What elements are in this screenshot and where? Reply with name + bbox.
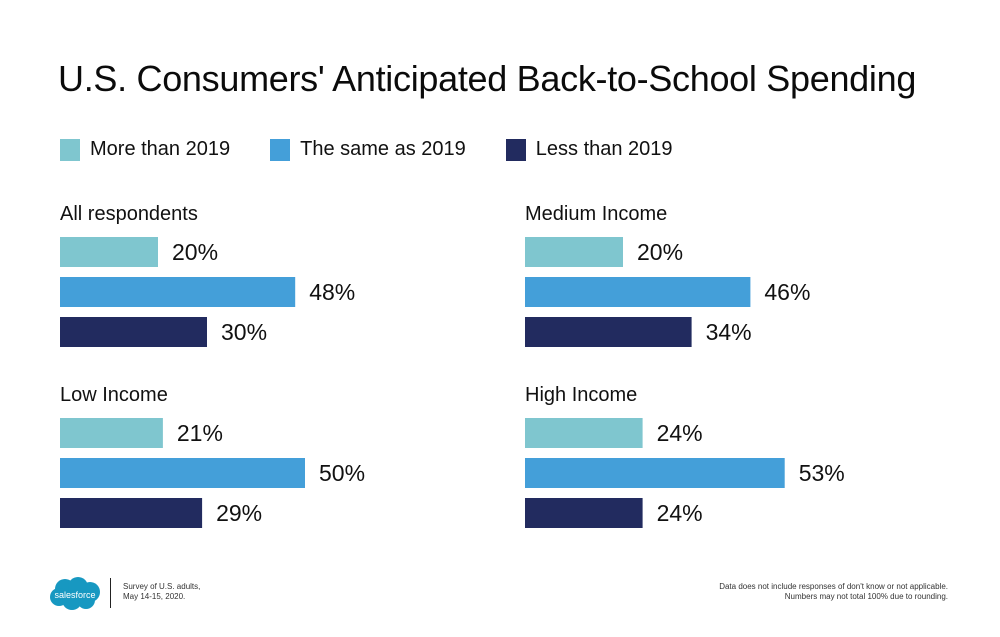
legend-label-less: Less than 2019 <box>535 138 673 160</box>
data-label-high-income-more: 24% <box>657 420 703 446</box>
panel-title-medium-income: Medium Income <box>525 203 668 225</box>
salesforce-cloud-icon: salesforce <box>50 577 100 610</box>
data-label-medium-income-more: 20% <box>637 239 683 265</box>
legend-item-same: The same as 2019 <box>270 138 466 161</box>
bar-low-income-same <box>60 458 305 488</box>
bar-medium-income-less <box>525 317 692 347</box>
footer-disclaimer-line-1: Data does not include responses of don't… <box>719 582 948 591</box>
salesforce-logo-text: salesforce <box>54 590 95 600</box>
legend-label-same: The same as 2019 <box>300 138 466 160</box>
data-label-medium-income-less: 34% <box>706 319 752 345</box>
footer-divider <box>110 578 111 608</box>
panel-title-high-income: High Income <box>525 384 638 406</box>
data-label-high-income-less: 24% <box>657 500 703 526</box>
bar-low-income-more <box>60 418 163 448</box>
legend-swatch-less <box>505 138 526 161</box>
data-label-low-income-more: 21% <box>177 420 223 446</box>
bar-high-income-less <box>525 498 643 528</box>
legend-swatch-more <box>60 138 80 161</box>
panel-title-low-income: Low Income <box>60 384 168 406</box>
data-label-low-income-same: 50% <box>319 460 365 486</box>
data-label-all-respondents-more: 20% <box>172 239 218 265</box>
legend-label-more: More than 2019 <box>90 138 231 160</box>
panel-title-all-respondents: All respondents <box>60 203 198 225</box>
data-label-all-respondents-less: 30% <box>221 319 267 345</box>
footer-survey-line-2: May 14-15, 2020. <box>123 592 186 601</box>
legend-swatch-same <box>270 138 291 161</box>
bar-high-income-more <box>525 418 643 448</box>
footer-survey-note: Survey of U.S. adults, May 14-15, 2020. <box>123 582 200 602</box>
data-label-low-income-less: 29% <box>216 500 262 526</box>
bar-medium-income-more <box>525 237 623 267</box>
data-label-high-income-same: 53% <box>799 460 845 486</box>
legend-item-more: More than 2019 <box>60 138 230 161</box>
footer-disclaimer-line-2: Numbers may not total 100% due to roundi… <box>784 592 948 601</box>
salesforce-logo: salesforce <box>48 576 102 617</box>
bar-high-income-same <box>525 458 785 488</box>
data-label-all-respondents-same: 48% <box>309 279 355 305</box>
footer-survey-line-1: Survey of U.S. adults, <box>123 582 201 591</box>
bar-all-respondents-same <box>60 277 296 307</box>
legend-item-less: Less than 2019 <box>505 138 673 161</box>
legend: More than 2019 The same as 2019 Less tha… <box>60 138 713 161</box>
bar-medium-income-same <box>525 277 751 307</box>
bar-all-respondents-less <box>60 317 207 347</box>
bar-all-respondents-more <box>60 237 158 267</box>
footer-disclaimer: Data does not include responses of don't… <box>719 582 948 602</box>
chart-title: U.S. Consumers' Anticipated Back-to-Scho… <box>58 58 917 99</box>
bar-low-income-less <box>60 498 203 528</box>
data-label-medium-income-same: 46% <box>764 279 810 305</box>
